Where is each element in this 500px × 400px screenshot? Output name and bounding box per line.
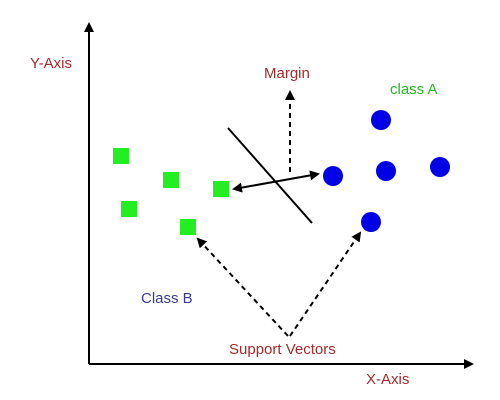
class-a-point: [430, 157, 450, 177]
class-a-label: class A: [390, 81, 438, 98]
class-a-point: [361, 212, 381, 232]
class-b-point: [213, 181, 229, 197]
class-b-point: [180, 219, 196, 235]
support-vector-arrow-right: [289, 231, 362, 337]
x-axis-label: X-Axis: [366, 371, 410, 388]
margin-label: Margin: [264, 65, 310, 82]
y-axis-label: Y-Axis: [30, 55, 72, 72]
class-a-point: [371, 110, 391, 130]
margin-arrow: [232, 170, 320, 193]
class-b-label: Class B: [141, 290, 193, 307]
class-a-point: [323, 166, 343, 186]
class-a-point: [376, 161, 396, 181]
class-b-point: [113, 148, 129, 164]
support-vector-arrow-left: [196, 237, 289, 337]
class-b-point: [163, 172, 179, 188]
class-b-point: [121, 201, 137, 217]
decision-boundary-line: [227, 127, 313, 224]
support-vectors-label: Support Vectors: [229, 341, 336, 358]
